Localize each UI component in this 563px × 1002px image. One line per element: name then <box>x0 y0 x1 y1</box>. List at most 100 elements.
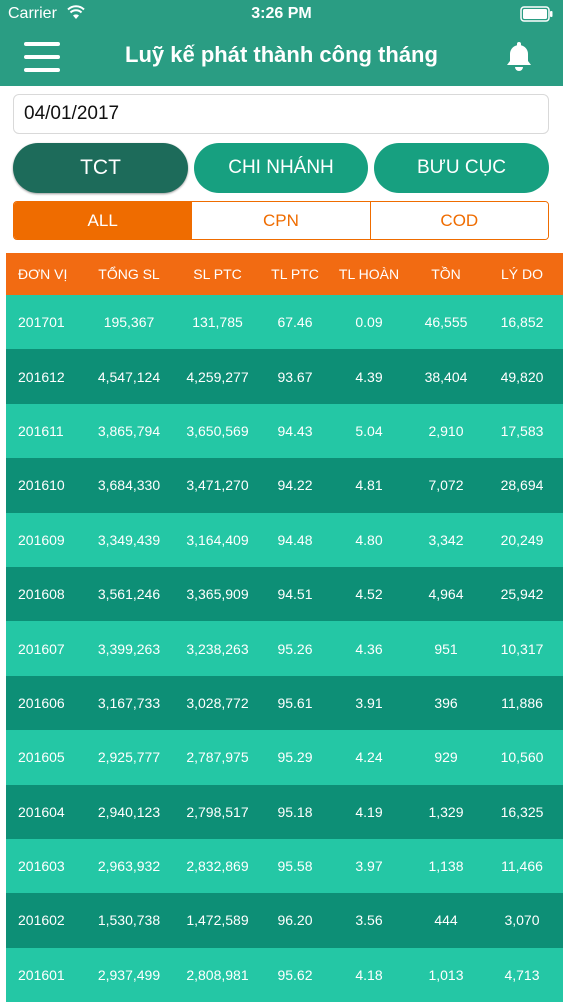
table-cell: 28,694 <box>500 477 544 494</box>
table-cell: 3.91 <box>355 694 383 711</box>
table-cell: 4,259,277 <box>186 368 249 385</box>
table-cell: 46,555 <box>424 314 468 331</box>
table-cell: 201612 <box>18 368 65 385</box>
menu-icon[interactable] <box>24 42 60 72</box>
table-cell: 2,963,932 <box>97 858 161 875</box>
table-cell: 929 <box>434 749 458 766</box>
table-cell: 10,560 <box>500 749 544 766</box>
status-bar: Carrier 3:26 PM <box>0 0 563 30</box>
table-cell: 201605 <box>18 749 65 766</box>
table-cell: 5.04 <box>355 422 383 439</box>
tab-tct[interactable]: TCT <box>13 143 188 193</box>
table-row[interactable]: 201605 2,925,777 2,787,975 95.29 4.24 929 10,5… <box>6 730 563 785</box>
table-cell: 3,070 <box>504 912 540 929</box>
table-cell: 16,852 <box>500 314 544 331</box>
report-table: ĐƠN VỊ TỔNG SL SL PTC TL PTC TL HOÀN TỒN… <box>6 253 563 1002</box>
table-cell: 2,832,869 <box>186 858 249 875</box>
table-row[interactable]: 201609 3,349,439 3,164,409 94.48 4.80 3,342 20… <box>6 512 563 567</box>
table-cell: 7,072 <box>428 477 464 494</box>
table-row[interactable]: 201611 3,865,794 3,650,569 94.43 5.04 2,910 17… <box>6 403 563 459</box>
table-cell: 2,937,499 <box>97 966 161 983</box>
table-row[interactable]: 201607 3,399,263 3,238,263 95.26 4.36 951 10,3… <box>6 621 563 676</box>
header-ton[interactable]: TỒN <box>431 266 461 282</box>
tab-cod[interactable]: COD <box>370 202 548 239</box>
table-cell: 396 <box>434 694 458 711</box>
table-cell: 4.52 <box>355 586 383 603</box>
table-cell: 4,547,124 <box>97 368 161 385</box>
table-cell: 3,684,330 <box>97 477 161 494</box>
table-cell: 11,886 <box>501 694 543 711</box>
table-cell: 201602 <box>18 912 65 929</box>
table-header: ĐƠN VỊ TỔNG SL SL PTC TL PTC TL HOÀN TỒN… <box>6 253 563 295</box>
table-cell: 3.56 <box>355 912 383 929</box>
table-cell: 3,650,569 <box>186 422 249 439</box>
table-row[interactable]: 201608 3,561,246 3,365,909 94.51 4.52 4,964 25… <box>6 566 563 622</box>
table-cell: 201604 <box>18 803 65 820</box>
table-cell: 0.09 <box>355 314 383 331</box>
table-cell: 1,329 <box>428 803 464 820</box>
table-cell: 4.39 <box>355 368 383 385</box>
table-cell: 131,785 <box>192 314 243 331</box>
table-cell: 444 <box>434 912 458 929</box>
table-cell: 4.19 <box>355 803 383 820</box>
app-header: Carrier 3:26 PM Luỹ kế phát thành công t… <box>0 0 563 86</box>
table-row[interactable]: 201603 2,963,932 2,832,869 95.58 3.97 1,138 11… <box>6 838 563 894</box>
table-cell: 94.22 <box>277 477 313 494</box>
header-don-vi[interactable]: ĐƠN VỊ <box>18 266 68 282</box>
table-cell: 93.67 <box>277 368 313 385</box>
bell-icon[interactable] <box>505 40 533 72</box>
table-body: 201701 195,367 131,785 67.46 0.09 46,555 16,85… <box>6 295 563 1002</box>
table-row[interactable]: 201610 3,684,330 3,471,270 94.22 4.81 7,072 28… <box>6 458 563 513</box>
table-cell: 2,808,981 <box>186 966 249 983</box>
table-cell: 4.80 <box>355 531 383 548</box>
table-cell: 3,561,246 <box>97 586 161 603</box>
table-cell: 2,787,975 <box>186 749 249 766</box>
table-cell: 1,138 <box>428 858 464 875</box>
table-cell: 2,940,123 <box>97 803 161 820</box>
table-cell: 2,925,777 <box>97 749 161 766</box>
table-cell: 95.26 <box>277 640 313 657</box>
table-cell: 201603 <box>18 858 65 875</box>
header-tong-sl[interactable]: TỔNG SL <box>98 266 160 282</box>
table-cell: 16,325 <box>500 803 544 820</box>
nav-bar: Luỹ kế phát thành công tháng <box>0 30 563 86</box>
table-cell: 4.36 <box>355 640 383 657</box>
table-cell: 3.97 <box>355 858 383 875</box>
table-row[interactable]: 201606 3,167,733 3,028,772 95.61 3.91 396 11,8… <box>6 675 563 731</box>
table-cell: 201608 <box>18 586 65 603</box>
table-cell: 20,249 <box>500 531 544 548</box>
table-row[interactable]: 201601 2,937,499 2,808,981 95.62 4.18 1,013 4,… <box>6 947 563 1002</box>
date-field[interactable] <box>13 94 549 134</box>
table-row[interactable]: 201602 1,530,738 1,472,589 96.20 3.56 444 3,07… <box>6 893 563 948</box>
tab-chi-nhanh[interactable]: CHI NHÁNH <box>194 143 368 193</box>
header-tl-hoan[interactable]: TL HOÀN <box>338 266 400 282</box>
table-cell: 201601 <box>18 966 65 983</box>
table-cell: 3,238,263 <box>186 640 249 657</box>
table-row[interactable]: 201604 2,940,123 2,798,517 95.18 4.19 1,329 16… <box>6 784 563 839</box>
table-cell: 95.62 <box>277 966 313 983</box>
header-sl-ptc[interactable]: SL PTC <box>193 266 242 282</box>
tab-buu-cuc[interactable]: BƯU CỤC <box>374 143 549 193</box>
table-cell: 4.24 <box>355 749 383 766</box>
carrier-label: Carrier <box>8 5 57 22</box>
table-row[interactable]: 201701 195,367 131,785 67.46 0.09 46,555 16,85… <box>6 295 563 350</box>
table-cell: 3,164,409 <box>186 531 249 548</box>
table-cell: 25,942 <box>500 586 544 603</box>
table-cell: 201607 <box>18 640 65 657</box>
table-cell: 951 <box>434 640 458 657</box>
table-cell: 201611 <box>18 422 64 439</box>
tab-cpn[interactable]: CPN <box>192 202 371 239</box>
header-ly-do[interactable]: LÝ DO <box>500 266 543 282</box>
table-cell: 201701 <box>18 314 65 331</box>
table-cell: 3,028,772 <box>186 694 249 711</box>
table-cell: 17,583 <box>500 422 544 439</box>
table-row[interactable]: 201612 4,547,124 4,259,277 93.67 4.39 38,404 4… <box>6 349 563 404</box>
table-cell: 10,317 <box>500 640 544 657</box>
table-cell: 3,865,794 <box>97 422 161 439</box>
header-tl-ptc[interactable]: TL PTC <box>271 266 319 282</box>
table-cell: 4.81 <box>355 477 383 494</box>
tab-all[interactable]: ALL <box>14 202 193 239</box>
status-time: 3:26 PM <box>251 5 312 22</box>
table-cell: 201610 <box>18 477 65 494</box>
table-cell: 3,349,439 <box>97 531 161 548</box>
